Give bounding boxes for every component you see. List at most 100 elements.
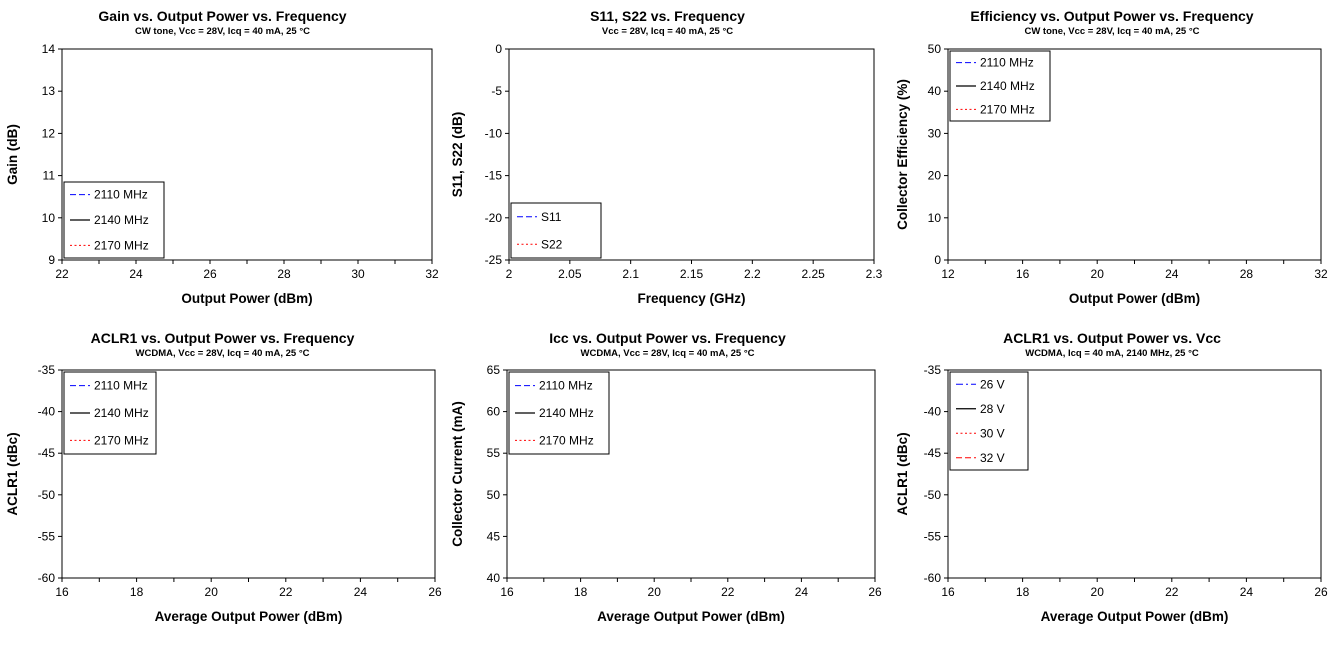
chart-4: ACLR1 vs. Output Power vs. Frequency WCDM… [5, 330, 442, 624]
y-tick-label: -20 [485, 211, 503, 225]
x-tick-label: 2.05 [558, 267, 582, 281]
chart-title: Icc vs. Output Power vs. Frequency [549, 330, 786, 346]
legend-entry: 2170 MHz [94, 433, 149, 447]
y-tick-label: 11 [43, 169, 56, 183]
x-tick-label: 20 [648, 585, 662, 599]
y-tick-label: -25 [485, 253, 503, 267]
legend: 2110 MHz 2140 MHz 2170 MHz [63, 181, 165, 259]
y-tick-label: -50 [38, 488, 56, 502]
ticks: 16 18 20 22 24 26 -60 -55 -50 -45 -40 -35 [924, 363, 1328, 599]
y-tick-label: -50 [924, 488, 942, 502]
chart-title: Gain vs. Output Power vs. Frequency [98, 8, 346, 24]
y-tick-label: 0 [495, 42, 502, 56]
chart-title: Efficiency vs. Output Power vs. Frequenc… [970, 8, 1253, 24]
legend-entry: 32 V [980, 451, 1005, 465]
legend: 2110 MHz 2140 MHz 2170 MHz [508, 371, 610, 455]
x-axis-label: Frequency (GHz) [637, 291, 745, 306]
legend-entry: 2110 MHz [94, 379, 148, 393]
y-axis-label: Collector Current (mA) [450, 401, 465, 547]
y-axis-label: ACLR1 (dBc) [5, 432, 20, 515]
x-tick-label: 32 [1314, 267, 1328, 281]
x-tick-label: 18 [1016, 585, 1030, 599]
x-tick-label: 22 [721, 585, 735, 599]
x-tick-label: 16 [941, 585, 955, 599]
x-axis-label: Average Output Power (dBm) [597, 609, 785, 624]
y-tick-label: 50 [928, 42, 942, 56]
y-tick-label: -35 [38, 363, 56, 377]
y-tick-label: 50 [487, 488, 501, 502]
x-tick-label: 20 [1091, 267, 1105, 281]
y-tick-label: 10 [42, 211, 56, 225]
y-tick-label: 13 [42, 84, 56, 98]
legend-entry: 2170 MHz [94, 238, 149, 252]
x-tick-label: 18 [574, 585, 588, 599]
chart-subtitle: WCDMA, Vcc = 28V, Icq = 40 mA, 25 °C [581, 348, 755, 359]
chart-subtitle: Vcc = 28V, Icq = 40 mA, 25 °C [602, 26, 733, 37]
y-tick-label: -40 [924, 405, 942, 419]
x-tick-label: 30 [351, 267, 365, 281]
y-tick-label: 30 [928, 126, 942, 140]
y-axis-label: Collector Efficiency (%) [895, 79, 910, 230]
ticks: 16 18 20 22 24 26 40 45 50 55 60 65 [487, 363, 882, 599]
legend-entry: 2110 MHz [980, 56, 1034, 70]
y-axis-label: ACLR1 (dBc) [895, 432, 910, 515]
x-tick-label: 2.3 [866, 267, 883, 281]
y-tick-label: 9 [48, 253, 55, 267]
x-tick-label: 22 [55, 267, 69, 281]
legend-entry: 28 V [980, 402, 1005, 416]
x-tick-label: 2 [506, 267, 513, 281]
x-tick-label: 16 [500, 585, 514, 599]
ticks: 2 2.05 2.1 2.15 2.2 2.25 2.3 -25 -20 -15 -10 -5 0 [485, 42, 883, 281]
chart-2: S11, S22 vs. Frequency Vcc = 28V, Icq = 4… [450, 8, 883, 306]
y-tick-label: 12 [42, 126, 56, 140]
y-tick-label: 14 [42, 42, 56, 56]
x-axis-label: Output Power (dBm) [181, 291, 312, 306]
chart-5: Icc vs. Output Power vs. Frequency WCDMA,… [450, 330, 882, 624]
x-tick-label: 18 [130, 585, 144, 599]
legend: 2110 MHz 2140 MHz 2170 MHz [949, 50, 1051, 122]
x-tick-label: 28 [277, 267, 291, 281]
y-tick-label: -45 [38, 446, 56, 460]
legend-entry: 2140 MHz [539, 406, 594, 420]
legend: 26 V 28 V 30 V 32 V [949, 371, 1029, 471]
legend-entry: S22 [541, 237, 563, 251]
x-tick-label: 16 [1016, 267, 1030, 281]
chart-6: ACLR1 vs. Output Power vs. Vcc WCDMA, Icq… [895, 330, 1328, 624]
y-tick-label: -35 [924, 363, 942, 377]
y-tick-label: -10 [485, 126, 503, 140]
ticks: 22 24 26 28 30 32 9 10 11 12 13 14 [42, 42, 439, 281]
legend-entry: 2140 MHz [94, 406, 149, 420]
chart-subtitle: WCDMA, Vcc = 28V, Icq = 40 mA, 25 °C [136, 348, 310, 359]
x-tick-label: 26 [203, 267, 217, 281]
y-tick-label: 40 [928, 84, 942, 98]
x-tick-label: 20 [205, 585, 219, 599]
chart-3: Efficiency vs. Output Power vs. Frequenc… [895, 8, 1328, 306]
y-tick-label: -15 [485, 169, 503, 183]
legend: S11 S22 [510, 202, 602, 259]
x-tick-label: 24 [1240, 585, 1254, 599]
x-axis-label: Output Power (dBm) [1069, 291, 1200, 306]
x-tick-label: 26 [868, 585, 882, 599]
y-tick-label: -55 [38, 529, 56, 543]
legend-entry: S11 [541, 210, 562, 224]
legend-entry: 26 V [980, 377, 1005, 391]
legend-entry: 2170 MHz [980, 102, 1035, 116]
y-tick-label: 45 [487, 529, 501, 543]
y-axis-label: Gain (dB) [5, 124, 20, 185]
x-tick-label: 24 [129, 267, 143, 281]
y-tick-label: -55 [924, 529, 942, 543]
y-tick-label: 20 [928, 169, 942, 183]
x-tick-label: 22 [1165, 585, 1179, 599]
legend-entry: 2110 MHz [539, 379, 593, 393]
legend: 2110 MHz 2140 MHz 2170 MHz [63, 371, 157, 455]
x-tick-label: 16 [55, 585, 69, 599]
legend-entry: 2140 MHz [980, 79, 1035, 93]
x-tick-label: 22 [279, 585, 293, 599]
y-axis-label: S11, S22 (dB) [450, 112, 465, 198]
chart-title: ACLR1 vs. Output Power vs. Vcc [1003, 330, 1221, 346]
x-tick-label: 24 [1165, 267, 1179, 281]
x-tick-label: 2.2 [744, 267, 761, 281]
legend-box [510, 202, 602, 259]
x-axis-label: Average Output Power (dBm) [1041, 609, 1229, 624]
